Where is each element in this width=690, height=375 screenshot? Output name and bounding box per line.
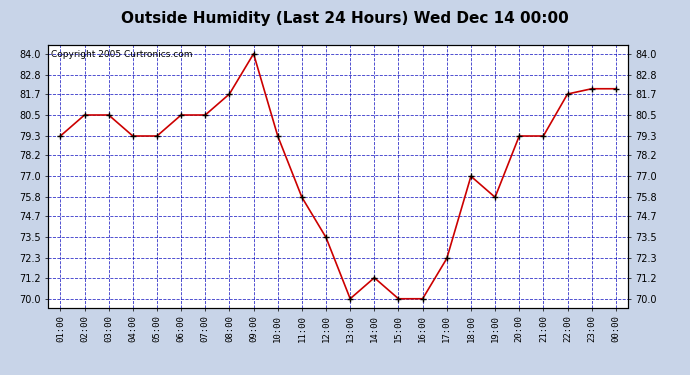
Text: Copyright 2005 Curtronics.com: Copyright 2005 Curtronics.com <box>51 50 193 59</box>
Text: Outside Humidity (Last 24 Hours) Wed Dec 14 00:00: Outside Humidity (Last 24 Hours) Wed Dec… <box>121 11 569 26</box>
